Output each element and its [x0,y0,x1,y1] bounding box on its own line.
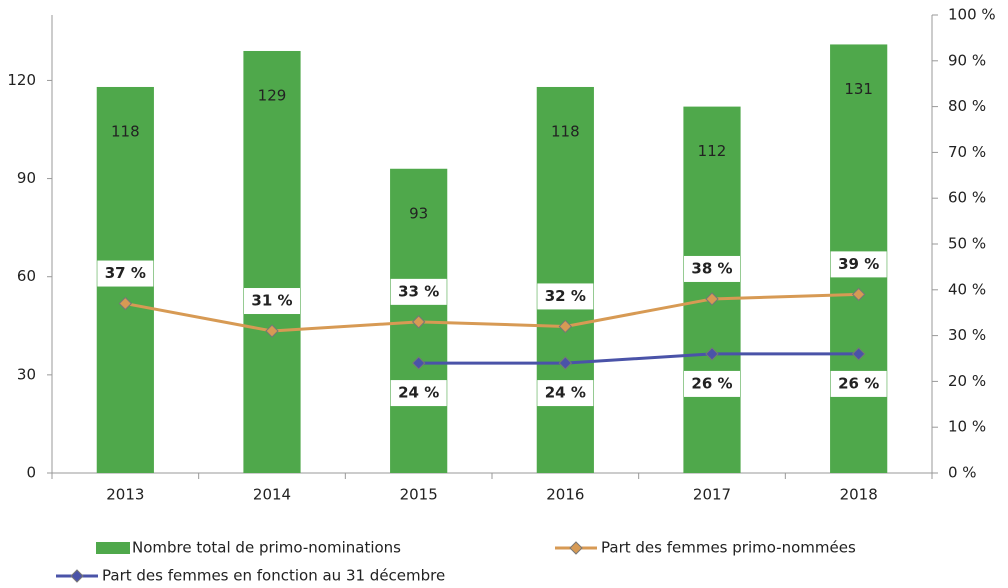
value-label: 38 % [691,259,732,277]
label-box [684,255,740,282]
y2-tick-label: 50 % [948,235,986,253]
value-label: 24 % [398,384,439,402]
legend-label: Part des femmes primo-nommées [601,539,856,557]
y2-tick-label: 100 % [948,6,996,24]
bar-label: 118 [551,122,580,140]
marker [851,287,866,302]
marker [851,347,866,361]
y-tick-label: 60 [17,267,36,285]
x-tick-label: 2016 [546,486,584,504]
value-label: 32 % [545,287,586,305]
bar-label: 129 [258,86,287,104]
x-tick-label: 2017 [693,486,731,504]
legend-marker [70,569,84,583]
x-tick-label: 2014 [253,486,291,504]
y2-tick-label: 30 % [948,326,986,344]
marker [558,356,573,370]
bar [243,50,301,473]
y-tick-label: 120 [7,71,36,89]
bar [683,106,741,473]
bar-label: 112 [698,142,727,160]
value-label: 26 % [691,374,732,392]
y2-tick-label: 60 % [948,189,986,207]
label-box [390,380,447,407]
marker [265,324,279,338]
x-tick-label: 2015 [400,486,438,504]
y2-tick-label: 80 % [948,97,986,115]
marker [558,319,573,334]
label-box [830,251,887,278]
legend-label: Nombre total de primo-nominations [132,539,401,557]
line [418,352,859,365]
marker [411,315,426,329]
bar [536,86,594,473]
value-label: 26 % [838,374,879,392]
y2-tick-label: 90 % [948,51,986,69]
value-label: 33 % [398,282,439,300]
label-box [684,370,740,397]
bar-label: 118 [111,122,140,140]
label-box [244,288,300,315]
value-label: 39 % [838,255,879,273]
marker [411,356,426,370]
x-tick-label: 2018 [840,486,878,504]
label-box [830,370,887,397]
y2-tick-label: 20 % [948,372,986,390]
label-box [537,283,594,310]
label-box [537,380,594,407]
bar-label: 93 [409,204,428,222]
label-box [97,260,154,287]
x-tick-label: 2013 [106,486,144,504]
legend-marker [569,541,583,555]
y2-tick-label: 0 % [948,464,977,482]
y2-tick-label: 10 % [948,418,986,436]
label-box [390,278,447,305]
y2-tick-label: 40 % [948,280,986,298]
bar-label: 131 [844,80,873,98]
value-label: 37 % [105,264,146,282]
y2-tick-label: 70 % [948,143,986,161]
y-tick-label: 30 [17,365,36,383]
value-label: 31 % [251,292,292,310]
line [125,292,859,333]
legend-swatch [96,542,130,554]
marker [705,347,719,361]
value-label: 24 % [545,384,586,402]
marker [705,292,719,306]
y-tick-label: 0 [26,464,36,482]
legend-label: Part des femmes en fonction au 31 décemb… [102,567,445,585]
marker [118,296,133,311]
y-tick-label: 90 [17,169,36,187]
